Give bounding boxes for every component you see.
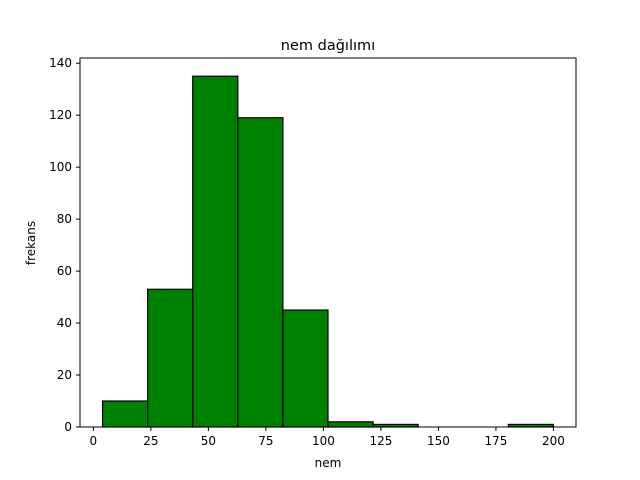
y-axis-label: frekans xyxy=(24,221,38,265)
x-tick-label: 175 xyxy=(484,434,507,448)
y-tick-label: 100 xyxy=(49,160,72,174)
histogram-bar xyxy=(101,400,149,428)
y-tick-label: 20 xyxy=(57,368,72,382)
histogram-bar xyxy=(282,309,329,428)
x-tick-label: 150 xyxy=(427,434,450,448)
y-axis-ticks: 0 20 40 60 80 100 120 140 xyxy=(49,56,80,434)
y-tick-label: 60 xyxy=(57,264,72,278)
x-tick-label: 0 xyxy=(90,434,98,448)
x-tick-label: 200 xyxy=(542,434,565,448)
histogram-bar xyxy=(147,288,194,428)
histogram-bar xyxy=(237,117,284,428)
x-tick-label: 50 xyxy=(201,434,216,448)
x-axis-label: nem xyxy=(315,456,342,470)
y-tick-label: 0 xyxy=(64,420,72,434)
histogram-bar xyxy=(327,421,374,428)
histogram-bar xyxy=(192,75,239,428)
x-tick-label: 25 xyxy=(143,434,158,448)
plot-frame xyxy=(79,57,577,428)
x-tick-label: 125 xyxy=(369,434,392,448)
x-axis-ticks: 0 25 50 75 100 125 150 175 200 xyxy=(90,427,565,448)
x-tick-label: 75 xyxy=(258,434,273,448)
y-tick-label: 40 xyxy=(57,316,72,330)
x-tick-label: 100 xyxy=(312,434,335,448)
y-tick-label: 140 xyxy=(49,56,72,70)
y-tick-label: 80 xyxy=(57,212,72,226)
y-tick-label: 120 xyxy=(49,108,72,122)
bars-group xyxy=(101,75,555,428)
chart-title: nem dağılımı xyxy=(281,38,375,54)
